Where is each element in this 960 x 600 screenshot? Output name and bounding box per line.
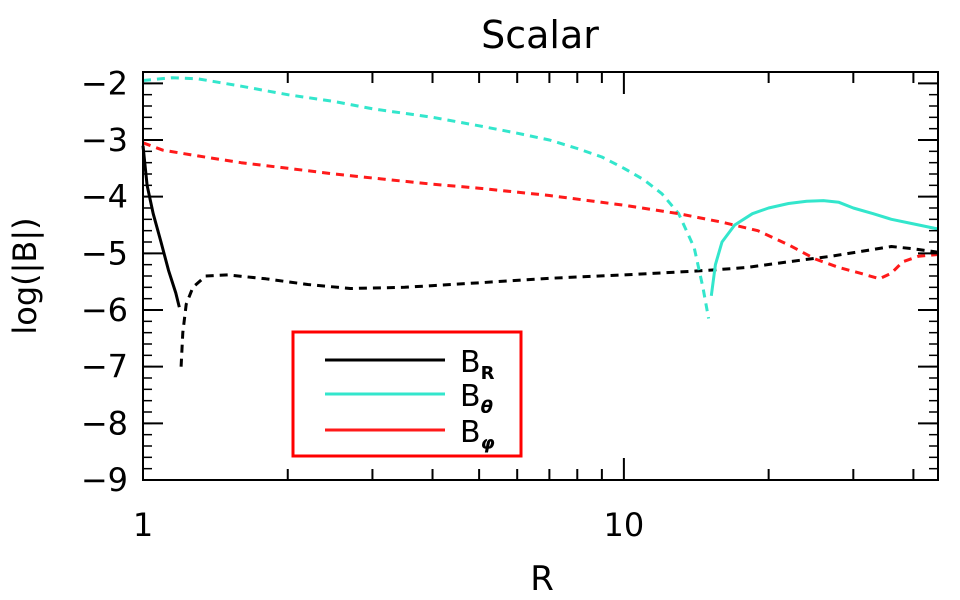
x-tick-label: 1 [133,506,153,544]
legend-label-1: Bθ [460,379,493,418]
series-2-dashed-line [142,141,939,281]
y-tick-label: −6 [81,291,128,329]
x-axis-label: R [530,559,554,599]
series-1-dashed-line [142,76,711,319]
y-tick-label: −8 [81,404,128,442]
legend-label-2: Bφ [460,415,495,454]
y-tick-label: −7 [81,348,128,386]
series-1-solid-line [709,199,939,296]
y-tick-label: −4 [81,178,128,216]
chart-title: Scalar [481,13,599,57]
series-layer [141,76,939,367]
series-0-solid-line [141,145,181,308]
y-tick-label: −5 [81,234,128,272]
y-tick-label: −3 [81,121,128,159]
series-0-dashed-line [179,245,939,367]
x-tick-label: 10 [604,506,645,544]
y-axis-label: log(|B|) [6,217,44,334]
tick-layer: 1 10 −2 −3 −4 −5 −6 −7 −8 −9 [81,64,938,544]
y-tick-label: −9 [81,461,128,499]
plot-frame [142,71,939,481]
y-tick-label: −2 [81,64,128,102]
legend-label-0: BR [460,345,495,384]
